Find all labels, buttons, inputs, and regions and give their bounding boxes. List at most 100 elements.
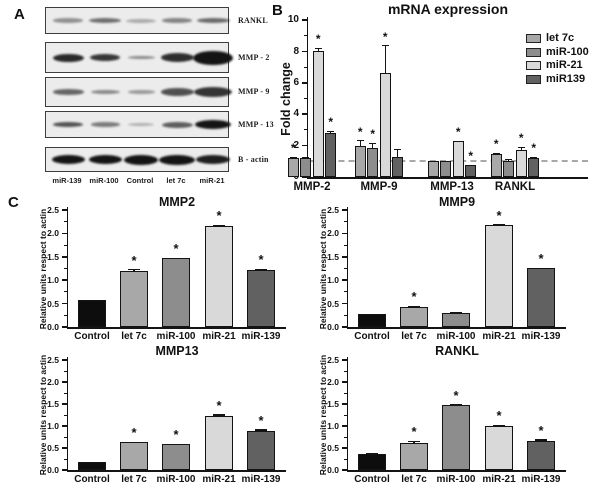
blot-band: [124, 154, 158, 165]
bar-MMP-2-miR-21: [312, 50, 324, 177]
bar-miR-139: [527, 267, 555, 327]
y-tick-label: 1.5: [47, 399, 59, 410]
y-tick-label: 2.5: [47, 205, 59, 216]
significance-asterisk: *: [131, 252, 137, 268]
blot-label: B - actin: [238, 154, 269, 164]
bar-let 7c: [120, 442, 148, 470]
y-axis: [306, 17, 308, 179]
y-tick-label: 0.5: [47, 443, 59, 454]
error-bar-cap: [535, 439, 547, 441]
significance-asterisk: *: [411, 424, 417, 440]
y-tick-label: 8: [293, 45, 299, 57]
error-bar-stem: [359, 140, 361, 147]
y-minor-tick: [64, 291, 67, 293]
blot-band: [89, 18, 121, 23]
y-tick: [61, 359, 67, 361]
bar-miR-21: [205, 226, 233, 327]
blot-band: [128, 123, 154, 126]
significance-asterisk: *: [173, 240, 179, 256]
x-category-label: miR-139: [521, 331, 561, 342]
bar-MMP-13-let 7c: [427, 161, 439, 177]
chart-title: RANKL: [435, 344, 479, 358]
blot-band: [162, 18, 192, 23]
bar-MMP-9-miR-21: [379, 73, 391, 177]
y-minor-tick: [64, 221, 67, 223]
lane-label: let 7c: [166, 176, 186, 185]
significance-asterisk: *: [538, 250, 544, 266]
y-axis: [66, 207, 68, 329]
error-bar-stem: [413, 441, 415, 443]
error-bar-stem: [372, 143, 374, 148]
x-category-label: let 7c: [121, 474, 147, 485]
bar-Control: [78, 300, 106, 327]
blot-band: [52, 53, 84, 62]
legend-swatch-miR139: [526, 74, 541, 84]
y-tick-label: 6: [293, 77, 299, 88]
y-tick: [341, 302, 347, 305]
y-minor-tick: [344, 244, 347, 246]
y-tick-label: 10: [287, 14, 299, 26]
error-bar-cap: [327, 130, 335, 133]
error-bar-stem: [397, 149, 399, 157]
blot-strip-MMP - 2: [45, 42, 233, 73]
y-tick: [61, 403, 67, 405]
y-minor-tick: [304, 66, 307, 68]
y-minor-tick: [64, 458, 67, 460]
y-tick: [61, 256, 67, 258]
x-category-label: miR-100: [156, 474, 196, 485]
significance-asterisk: *: [518, 131, 524, 146]
error-bar-cap: [493, 424, 505, 426]
bar-RANKL-miR-100: [503, 160, 515, 177]
y-minor-tick: [344, 314, 347, 316]
lane-label: miR-21: [199, 176, 225, 185]
x-category-label: miR-21: [482, 331, 516, 342]
y-tick: [301, 176, 307, 178]
blot-band: [53, 18, 83, 23]
x-category-label: let 7c: [121, 331, 147, 342]
y-axis-title: Relative units respect to actin: [38, 354, 48, 476]
lane-label: miR-100: [89, 176, 119, 185]
y-tick: [301, 82, 307, 84]
y-tick-label: 1.0: [327, 275, 339, 286]
legend-label-miR-100: miR-100: [546, 45, 589, 58]
lane-label: Control: [126, 176, 154, 185]
y-minor-tick: [344, 370, 347, 372]
error-bar-cap: [128, 269, 140, 271]
bar-miR-139: [247, 430, 275, 470]
bar-let 7c: [120, 270, 148, 327]
bar-Control: [358, 314, 386, 327]
significance-asterisk: *: [496, 207, 502, 223]
x-category-label: RANKL: [494, 181, 536, 193]
bar-miR-100: [162, 257, 190, 327]
x-category-label: MMP-2: [293, 181, 331, 193]
significance-asterisk: *: [290, 141, 296, 156]
y-axis-title: Relative units respect to actin: [38, 208, 48, 329]
x-category-label: MMP-13: [430, 181, 474, 193]
significance-asterisk: *: [173, 427, 179, 443]
bar-miR-21: [485, 225, 513, 327]
x-axis: [306, 177, 588, 179]
y-tick: [61, 209, 67, 211]
error-bar-cap: [408, 440, 420, 442]
blot-band: [196, 18, 230, 23]
x-category-label: miR-21: [202, 474, 236, 485]
bar-let 7c: [400, 442, 428, 470]
legend-swatch-miR-100: [526, 47, 541, 57]
bar-let 7c: [400, 307, 428, 327]
blot-band: [90, 122, 120, 127]
blot-strip-MMP - 13: [45, 111, 231, 138]
y-tick: [301, 50, 307, 53]
y-tick-label: 0.0: [327, 465, 339, 476]
y-minor-tick: [64, 392, 67, 394]
y-tick: [61, 232, 67, 235]
x-category-label: miR-21: [202, 331, 236, 342]
error-bar-cap: [530, 156, 538, 158]
legend-label-miR139: miR139: [546, 72, 586, 85]
x-axis: [346, 327, 566, 329]
y-tick-label: 2.0: [327, 228, 339, 239]
x-category-label: miR-21: [482, 474, 516, 485]
y-tick-label: 1.0: [327, 421, 339, 432]
y-tick-label: 2.0: [327, 377, 339, 388]
x-category-label: miR-139: [241, 331, 281, 342]
